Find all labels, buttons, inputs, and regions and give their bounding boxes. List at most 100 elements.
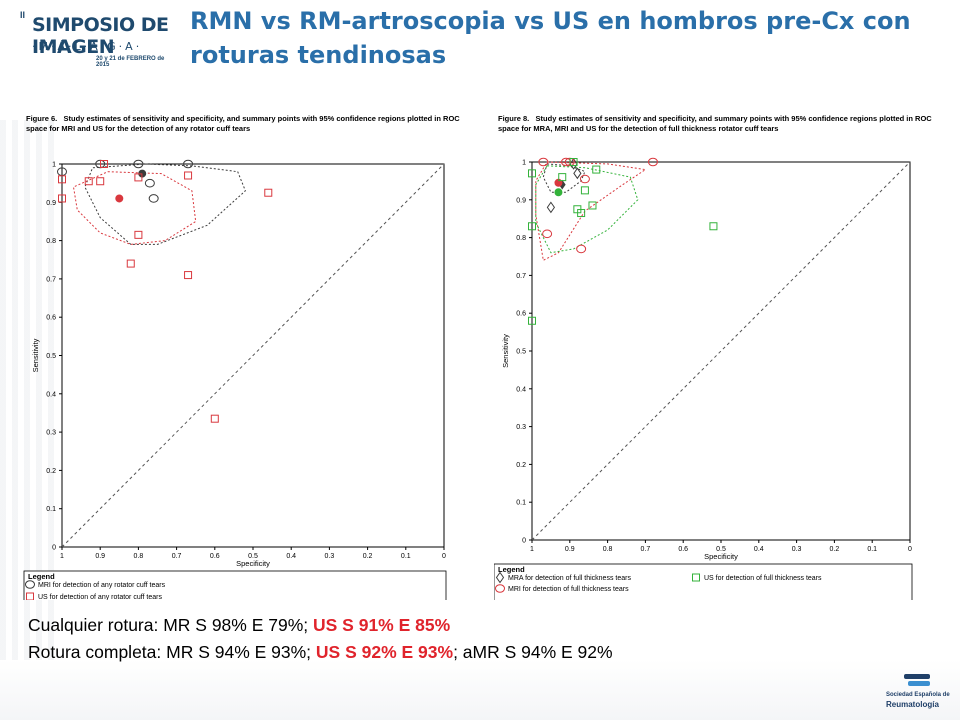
fig8-study-point-0 bbox=[573, 167, 582, 180]
fig8-study-point-0 bbox=[569, 158, 578, 170]
fig8-legend-marker-2 bbox=[692, 573, 700, 582]
fig6-study-point-0 bbox=[144, 178, 155, 188]
fig8-study-point-2 bbox=[580, 186, 589, 195]
fig8-x-tick-label: 0.4 bbox=[754, 546, 764, 553]
fig8-x-tick-label: 0 bbox=[908, 546, 912, 553]
fig8-x-tick-label: 0.2 bbox=[830, 546, 840, 553]
fig6-y-tick-label: 0.1 bbox=[46, 506, 56, 513]
fig6-study-point-1 bbox=[210, 414, 219, 423]
fig8-legend-entry-2: US for detection of full thickness tears bbox=[704, 575, 822, 582]
fig8-x-tick-label: 0.5 bbox=[716, 546, 726, 553]
fig8-x-tick-label: 0.6 bbox=[678, 546, 688, 553]
figure-8-roc-plot: 0 0.1 0.2 0.3 0.4 0.5 0.6 0.7 0.8 0.9 1 1 0.9 0.8 0.7 0… bbox=[494, 157, 913, 600]
fig6-y-tick-label: 0 bbox=[52, 545, 56, 552]
fig8-study-point-2 bbox=[528, 222, 536, 231]
fig6-y-tick-label: 0.8 bbox=[46, 238, 56, 245]
fig6-study-point-1 bbox=[126, 259, 135, 268]
fig8-study-point-2 bbox=[588, 201, 597, 210]
fig8-x-tick-label: 1 bbox=[530, 546, 534, 553]
fig6-y-axis-label: Sensitivity bbox=[31, 338, 40, 372]
fig8-x-tick-label: 0.9 bbox=[565, 546, 575, 553]
fig6-x-tick-label: 0.3 bbox=[325, 553, 335, 560]
logo-edition: II bbox=[20, 10, 26, 20]
fig8-legend-marker-0 bbox=[495, 571, 505, 584]
fig6-study-point-1 bbox=[58, 194, 66, 203]
fig8-x-tick-label: 0.8 bbox=[603, 546, 613, 553]
fig6-study-point-1 bbox=[100, 160, 109, 168]
fig6-study-point-1 bbox=[264, 188, 273, 197]
fig8-study-point-2 bbox=[528, 316, 536, 325]
fig8-study-point-1 bbox=[538, 157, 549, 167]
figure-8-caption-text: Study estimates of sensitivity and speci… bbox=[498, 114, 932, 133]
fig8-study-point-1 bbox=[542, 229, 553, 239]
figure-6-caption-text: Study estimates of sensitivity and speci… bbox=[26, 114, 460, 133]
fig6-x-tick-label: 0.2 bbox=[363, 553, 373, 560]
fig6-y-tick-label: 0.6 bbox=[46, 315, 56, 322]
fig8-y-tick-label: 0 bbox=[522, 538, 526, 545]
fig6-x-tick-label: 0.8 bbox=[134, 553, 144, 560]
fig6-y-tick-label: 0.4 bbox=[46, 391, 56, 398]
symposium-logo: II SIMPOSIO DE IMAGEN ·M·Á·L·A·G·A· 20 y… bbox=[10, 8, 170, 74]
fig6-legend-marker-1 bbox=[26, 592, 34, 600]
fig8-study-point-2 bbox=[709, 222, 718, 231]
fig8-study-point-2 bbox=[528, 169, 536, 178]
figure-8-label: Figure 8. bbox=[498, 114, 530, 123]
fig6-study-point-1 bbox=[134, 173, 143, 182]
background-texture-left bbox=[0, 120, 60, 720]
fig6-y-tick-label: 0.3 bbox=[46, 430, 56, 437]
fig8-legend-box bbox=[494, 563, 913, 600]
fig8-confidence-region-1 bbox=[535, 161, 647, 262]
fig6-study-point-1 bbox=[96, 177, 105, 186]
logo-line1: SIMPOSIO DE IMAGEN bbox=[32, 14, 169, 58]
fig8-legend-entry-1: MRI for detection of full thickness tear… bbox=[508, 586, 629, 593]
fig6-confidence-region-1 bbox=[72, 171, 197, 245]
fig8-y-tick-label: 0.2 bbox=[516, 462, 526, 469]
fig6-x-tick-label: 0.7 bbox=[172, 553, 182, 560]
summary-line-any-tear: Cualquier rotura: MR S 98% E 79%; US S 9… bbox=[28, 612, 928, 639]
fig8-x-tick-label: 0.1 bbox=[867, 546, 877, 553]
fig8-study-point-1 bbox=[579, 174, 590, 184]
fig6-chance-diagonal bbox=[61, 163, 445, 548]
fig6-legend-entry-1: US for detection of any rotator cuff tea… bbox=[38, 594, 162, 600]
fig6-confidence-region-0 bbox=[84, 163, 246, 245]
figure-6-roc-plot: 0 0.1 0.2 0.3 0.4 0.5 0.6 0.7 0.8 0.9 1 1 0.9 0.8 0.7 0… bbox=[23, 159, 447, 600]
summary-line-full-tear: Rotura completa: MR S 94% E 93%; US S 92… bbox=[28, 639, 928, 666]
ser-logo-line1: Sociedad Española de bbox=[886, 692, 950, 698]
fig8-study-point-2 bbox=[569, 158, 578, 166]
fig8-y-tick-label: 0.4 bbox=[516, 386, 526, 393]
summary-line1-mr: Cualquier rotura: MR S 98% E 79%; bbox=[28, 615, 313, 635]
fig6-x-tick-label: 0.9 bbox=[95, 553, 105, 560]
logo-line3: 20 y 21 de FEBRERO de 2015 bbox=[96, 56, 165, 68]
fig8-y-tick-label: 0.7 bbox=[516, 273, 526, 280]
fig6-y-tick-label: 0.5 bbox=[46, 353, 56, 360]
fig8-summary-point-2 bbox=[554, 188, 563, 197]
fig6-study-point-1 bbox=[58, 175, 66, 184]
summary-line2-us: US S 92% E 93% bbox=[315, 642, 454, 662]
fig8-y-tick-label: 1 bbox=[522, 160, 526, 167]
ser-logo-line2: Reumatología bbox=[886, 700, 939, 709]
fig8-study-point-2 bbox=[592, 165, 601, 174]
summary-line1-us: US S 91% E 85% bbox=[313, 615, 451, 635]
summary-line2-amr: ; aMR S 94% E 92% bbox=[453, 642, 613, 662]
fig6-study-point-1 bbox=[184, 271, 193, 280]
fig6-study-point-0 bbox=[133, 159, 144, 169]
fig8-x-axis-label: Specificity bbox=[704, 552, 738, 561]
fig6-study-point-1 bbox=[184, 171, 193, 180]
fig8-chance-diagonal bbox=[531, 161, 911, 541]
ser-logo-icon bbox=[904, 674, 930, 686]
fig6-legend-title: Legend bbox=[28, 572, 55, 581]
fig8-y-tick-label: 0.9 bbox=[516, 197, 526, 204]
fig6-legend-box bbox=[23, 570, 447, 600]
fig6-study-point-1 bbox=[84, 177, 93, 186]
fig8-y-tick-label: 0.3 bbox=[516, 424, 526, 431]
fig8-confidence-region-0 bbox=[542, 163, 586, 193]
fig8-x-tick-label: 0.3 bbox=[792, 546, 802, 553]
fig8-x-tick-label: 0.7 bbox=[641, 546, 651, 553]
fig6-study-point-0 bbox=[148, 194, 159, 203]
fig6-y-tick-label: 0.2 bbox=[46, 468, 56, 475]
fig6-x-tick-label: 1 bbox=[60, 553, 64, 560]
fig8-legend-title: Legend bbox=[498, 565, 525, 574]
fig6-x-tick-label: 0.4 bbox=[286, 553, 296, 560]
fig6-x-tick-label: 0.1 bbox=[401, 553, 411, 560]
fig6-study-point-1 bbox=[134, 230, 143, 239]
